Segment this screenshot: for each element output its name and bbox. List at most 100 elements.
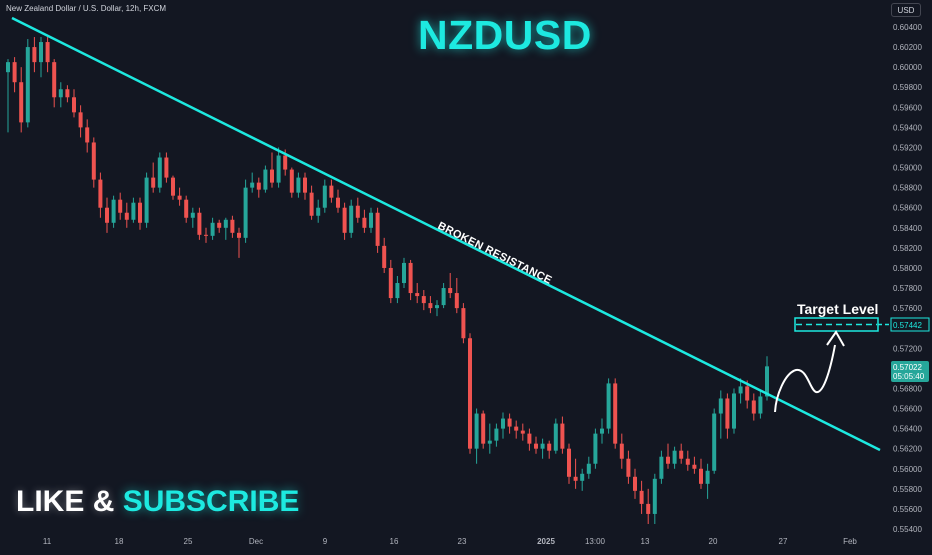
candle	[32, 37, 37, 73]
candle	[263, 165, 268, 193]
candle	[65, 85, 70, 103]
candle-body	[204, 234, 208, 236]
candle	[652, 473, 657, 524]
candle	[619, 433, 624, 469]
candle-body	[395, 283, 400, 299]
candle	[177, 187, 182, 206]
candle-body	[85, 127, 90, 143]
candle	[732, 388, 736, 434]
candle-body	[606, 383, 611, 429]
candle	[243, 179, 248, 243]
broken-resistance-trendline[interactable]	[11, 16, 881, 452]
candle	[699, 458, 703, 489]
candle	[514, 420, 519, 439]
time-axis[interactable]: 11 18 25 Dec 9 16 23 2025 13:00 13 20 27 Feb	[43, 537, 858, 546]
candle-body	[111, 199, 116, 223]
candle-body	[474, 413, 479, 449]
candle-body	[758, 396, 763, 414]
candle	[666, 443, 670, 469]
price-tick-label: 0.59800	[893, 83, 922, 92]
candle	[144, 172, 149, 228]
candle-body	[336, 197, 340, 208]
candle	[586, 456, 591, 479]
candle-body	[699, 468, 703, 484]
candle-body	[25, 47, 30, 123]
candle	[613, 378, 618, 449]
price-tick-label: 0.55800	[893, 485, 922, 494]
candle	[718, 390, 723, 439]
candle	[712, 408, 717, 474]
candle-body	[138, 202, 142, 223]
price-tick-label: 0.60200	[893, 43, 922, 52]
candle	[58, 82, 63, 108]
currency-button[interactable]: USD	[891, 3, 921, 17]
candle	[725, 393, 730, 439]
price-tick-label: 0.58200	[893, 244, 922, 253]
candle-body	[646, 503, 651, 514]
candle	[336, 189, 340, 213]
candle-body	[164, 157, 169, 178]
time-tick-label: 11	[43, 537, 52, 546]
time-tick-label: Dec	[249, 537, 263, 546]
candle	[217, 219, 222, 233]
candle	[329, 179, 334, 203]
price-tick-label: 0.57600	[893, 304, 922, 313]
candle-body	[237, 232, 241, 238]
candle	[98, 172, 103, 218]
candle-countdown: 05:05:40	[893, 372, 925, 381]
candle	[157, 152, 162, 193]
candle-body	[540, 443, 545, 449]
candle-body	[276, 155, 281, 183]
candle	[547, 440, 552, 459]
candle	[646, 488, 651, 524]
candle	[250, 172, 255, 193]
candle	[276, 147, 281, 188]
candle	[151, 162, 156, 193]
candle-body	[672, 450, 677, 464]
candle-body	[725, 398, 730, 429]
candle	[111, 195, 116, 228]
candle-body	[144, 177, 149, 223]
candle-body	[124, 212, 129, 220]
candle	[672, 446, 677, 469]
candle-body	[362, 217, 367, 228]
candle-body	[712, 413, 717, 471]
candle-body	[78, 112, 83, 128]
candle	[355, 197, 360, 223]
candle-body	[131, 202, 136, 220]
cta-like: LIKE	[16, 485, 85, 518]
candle	[606, 378, 611, 434]
candle-body	[514, 426, 519, 431]
candle	[692, 456, 697, 474]
price-tick-label: 0.56200	[893, 445, 922, 454]
candle	[342, 202, 347, 240]
candle-body	[666, 456, 670, 464]
target-price-label-bg	[890, 317, 930, 332]
price-tick-label: 0.60400	[893, 23, 922, 32]
candle-body	[190, 212, 195, 218]
candle	[52, 59, 57, 108]
candle-body	[639, 490, 644, 504]
candle-body	[250, 182, 255, 188]
candle	[349, 199, 354, 238]
candle-body	[547, 443, 552, 451]
candle-body	[593, 433, 598, 464]
time-tick-label: 13:00	[585, 537, 606, 546]
candle	[540, 438, 545, 459]
candle	[237, 227, 241, 258]
price-axis[interactable]: 0.60400 0.60200 0.60000 0.59800 0.59600 0.594…	[893, 23, 922, 534]
candle	[593, 428, 598, 469]
candle	[520, 423, 525, 441]
candle-body	[303, 177, 307, 193]
candle	[738, 378, 743, 404]
candle-body	[600, 428, 604, 434]
price-tick-label: 0.55600	[893, 505, 922, 514]
candle-body	[507, 418, 512, 427]
projection-arrowhead-icon	[826, 330, 845, 347]
price-tick-label: 0.59000	[893, 164, 922, 173]
candle	[527, 428, 532, 451]
candle	[573, 458, 578, 489]
